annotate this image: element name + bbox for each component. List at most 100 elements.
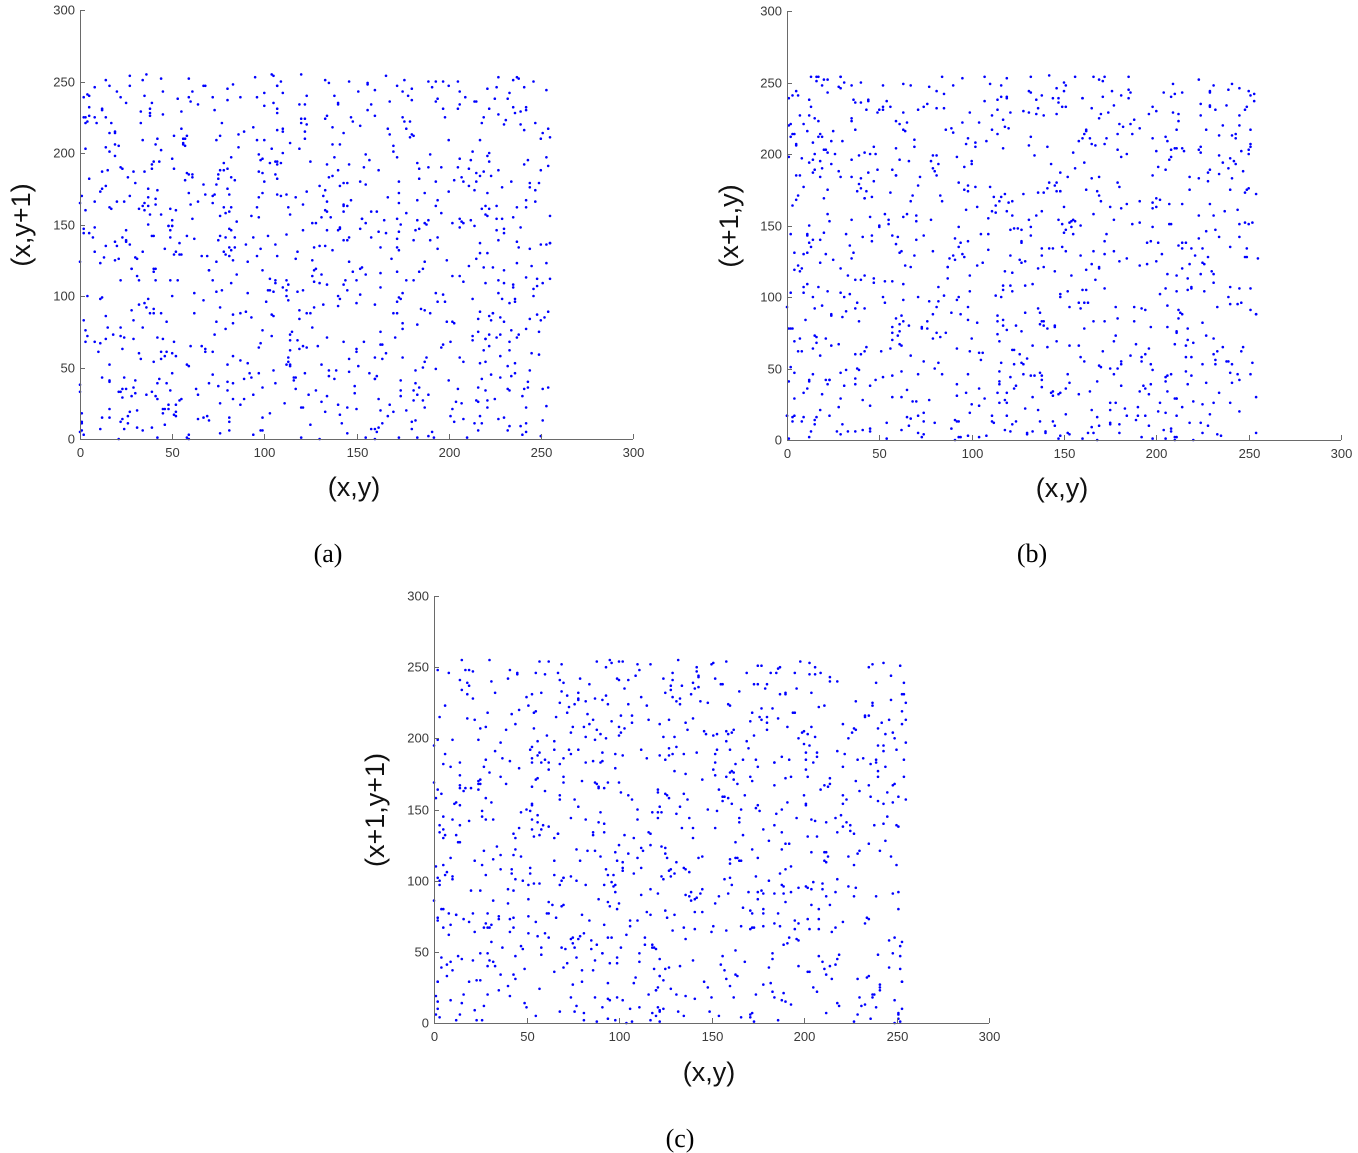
scatter-point-b xyxy=(1168,158,1171,161)
scatter-point-c xyxy=(754,875,758,878)
scatter-point-c xyxy=(558,794,562,797)
scatter-point-c xyxy=(651,946,654,949)
scatter-point-c xyxy=(673,735,676,739)
scatter-point-c xyxy=(578,859,582,862)
scatter-point-a xyxy=(358,180,362,183)
scatter-point-a xyxy=(545,404,548,408)
scatter-point-a xyxy=(452,420,456,424)
scatter-point-c xyxy=(621,860,624,864)
scatter-point-b xyxy=(1166,272,1169,276)
scatter-point-c xyxy=(656,986,660,989)
scatter-point-a xyxy=(334,369,338,372)
scatter-point-c xyxy=(671,671,674,675)
scatter-point-a xyxy=(405,127,408,130)
scatter-point-c xyxy=(678,964,682,968)
scatter-point-c xyxy=(484,758,488,761)
scatter-point-b xyxy=(837,169,840,173)
scatter-point-a xyxy=(323,208,327,212)
scatter-point-a xyxy=(281,130,285,133)
scatter-point-b xyxy=(1036,307,1040,310)
scatter-point-c xyxy=(562,876,565,880)
scatter-point-a xyxy=(428,153,432,156)
scatter-point-c xyxy=(882,802,885,806)
scatter-point-a xyxy=(421,366,425,369)
scatter-point-c xyxy=(460,1001,464,1005)
scatter-point-c xyxy=(756,803,760,807)
scatter-point-c xyxy=(808,661,811,665)
scatter-point-a xyxy=(432,436,436,439)
scatter-point-c xyxy=(612,885,615,888)
scatter-point-c xyxy=(438,715,441,719)
scatter-point-c xyxy=(895,748,898,751)
scatter-point-c xyxy=(514,722,517,726)
scatter-point-a xyxy=(159,311,163,315)
scatter-point-b xyxy=(861,235,864,239)
scatter-point-a xyxy=(146,297,150,301)
scatter-point-a xyxy=(333,377,336,381)
scatter-point-a xyxy=(425,223,428,226)
scatter-point-a xyxy=(388,100,392,103)
scatter-point-a xyxy=(121,236,124,239)
scatter-point-b xyxy=(1131,132,1134,136)
scatter-point-c xyxy=(484,922,488,925)
scatter-point-c xyxy=(758,809,761,813)
scatter-point-b xyxy=(1119,384,1123,388)
scatter-point-c xyxy=(532,727,536,730)
scatter-point-b xyxy=(1112,218,1116,222)
scatter-point-b xyxy=(935,305,938,309)
scatter-point-b xyxy=(966,434,970,438)
scatter-point-a xyxy=(122,427,126,431)
scatter-point-c xyxy=(736,856,739,860)
scatter-point-b xyxy=(951,131,955,134)
scatter-point-c xyxy=(466,681,469,685)
scatter-point-b xyxy=(959,435,962,439)
scatter-point-c xyxy=(569,731,573,734)
scatter-point-a xyxy=(473,422,476,425)
scatter-point-b xyxy=(885,99,888,103)
scatter-point-a xyxy=(312,269,316,272)
scatter-point-c xyxy=(454,801,458,804)
scatter-point-a xyxy=(228,420,231,424)
scatter-point-c xyxy=(636,663,639,666)
scatter-point-b xyxy=(826,188,829,191)
scatter-point-c xyxy=(858,789,861,793)
scatter-point-b xyxy=(915,400,918,403)
scatter-point-c xyxy=(776,667,780,670)
scatter-point-a xyxy=(156,336,159,339)
scatter-point-a xyxy=(325,210,329,213)
scatter-point-a xyxy=(99,190,102,193)
scatter-point-b xyxy=(970,337,973,340)
scatter-point-a xyxy=(548,136,552,139)
scatter-point-b xyxy=(804,318,807,322)
scatter-point-c xyxy=(719,963,723,966)
x-tick-label-a: 50 xyxy=(165,445,179,460)
scatter-point-c xyxy=(876,953,880,956)
scatter-point-a xyxy=(128,243,132,246)
scatter-point-b xyxy=(828,219,831,223)
scatter-point-a xyxy=(513,300,517,304)
scatter-point-b xyxy=(998,380,1001,383)
scatter-point-c xyxy=(530,761,534,764)
scatter-point-b xyxy=(807,114,811,117)
scatter-point-b xyxy=(1199,151,1202,154)
scatter-point-b xyxy=(1238,124,1241,127)
scatter-point-c xyxy=(658,754,661,757)
scatter-point-c xyxy=(897,795,900,798)
scatter-point-c xyxy=(689,692,693,696)
scatter-point-b xyxy=(905,212,909,216)
scatter-point-c xyxy=(665,856,669,860)
scatter-point-c xyxy=(760,889,763,892)
scatter-point-b xyxy=(1042,191,1045,194)
scatter-point-c xyxy=(564,947,567,951)
scatter-point-b xyxy=(896,334,900,337)
scatter-point-c xyxy=(547,825,550,828)
scatter-point-c xyxy=(664,758,667,761)
scatter-point-b xyxy=(975,205,979,209)
scatter-point-c xyxy=(826,785,830,788)
scatter-point-c xyxy=(795,687,798,690)
scatter-point-c xyxy=(527,883,530,887)
scatter-point-b xyxy=(959,312,962,316)
scatter-point-b xyxy=(850,117,853,120)
scatter-point-a xyxy=(517,77,520,80)
scatter-point-b xyxy=(1011,214,1014,217)
